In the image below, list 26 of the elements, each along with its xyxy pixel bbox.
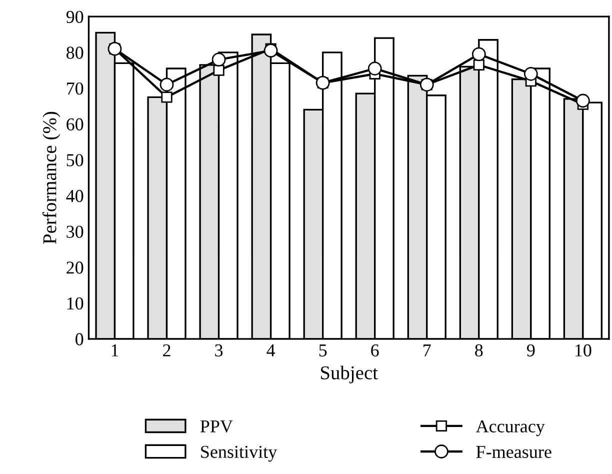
x-tick-label: 9 (526, 344, 535, 356)
y-tick-label: 20 (66, 262, 84, 274)
legend-label: Sensitivity (201, 446, 278, 462)
y-tick-label: 10 (67, 297, 84, 310)
x-tick-label: 4 (266, 344, 276, 356)
x-tick-label: 7 (424, 344, 431, 356)
legend-label: PPV (200, 420, 233, 433)
legend-label: F-measure (476, 446, 552, 458)
y-tick-label: 30 (66, 226, 84, 238)
y-tick-label: 90 (66, 10, 84, 24)
y-axis-title: Performance (%) (42, 112, 60, 244)
x-tick-label: 8 (475, 344, 483, 356)
y-tick-label: 50 (66, 154, 84, 166)
x-tick-label: 1 (112, 344, 118, 356)
x-tick-label: 5 (319, 344, 327, 356)
y-tick-label: 70 (67, 82, 84, 95)
x-tick-label: 10 (575, 344, 592, 356)
x-tick-label: 6 (371, 344, 379, 356)
y-tick-label: 0 (76, 333, 84, 346)
x-tick-label: 2 (163, 344, 170, 356)
legend-label: Accuracy (476, 420, 545, 436)
y-tick-label: 40 (66, 190, 84, 202)
x-axis-title: Subject (320, 366, 378, 384)
y-tick-label: 60 (66, 118, 84, 130)
y-tick-label: 80 (66, 46, 84, 59)
x-tick-label: 3 (215, 344, 223, 356)
